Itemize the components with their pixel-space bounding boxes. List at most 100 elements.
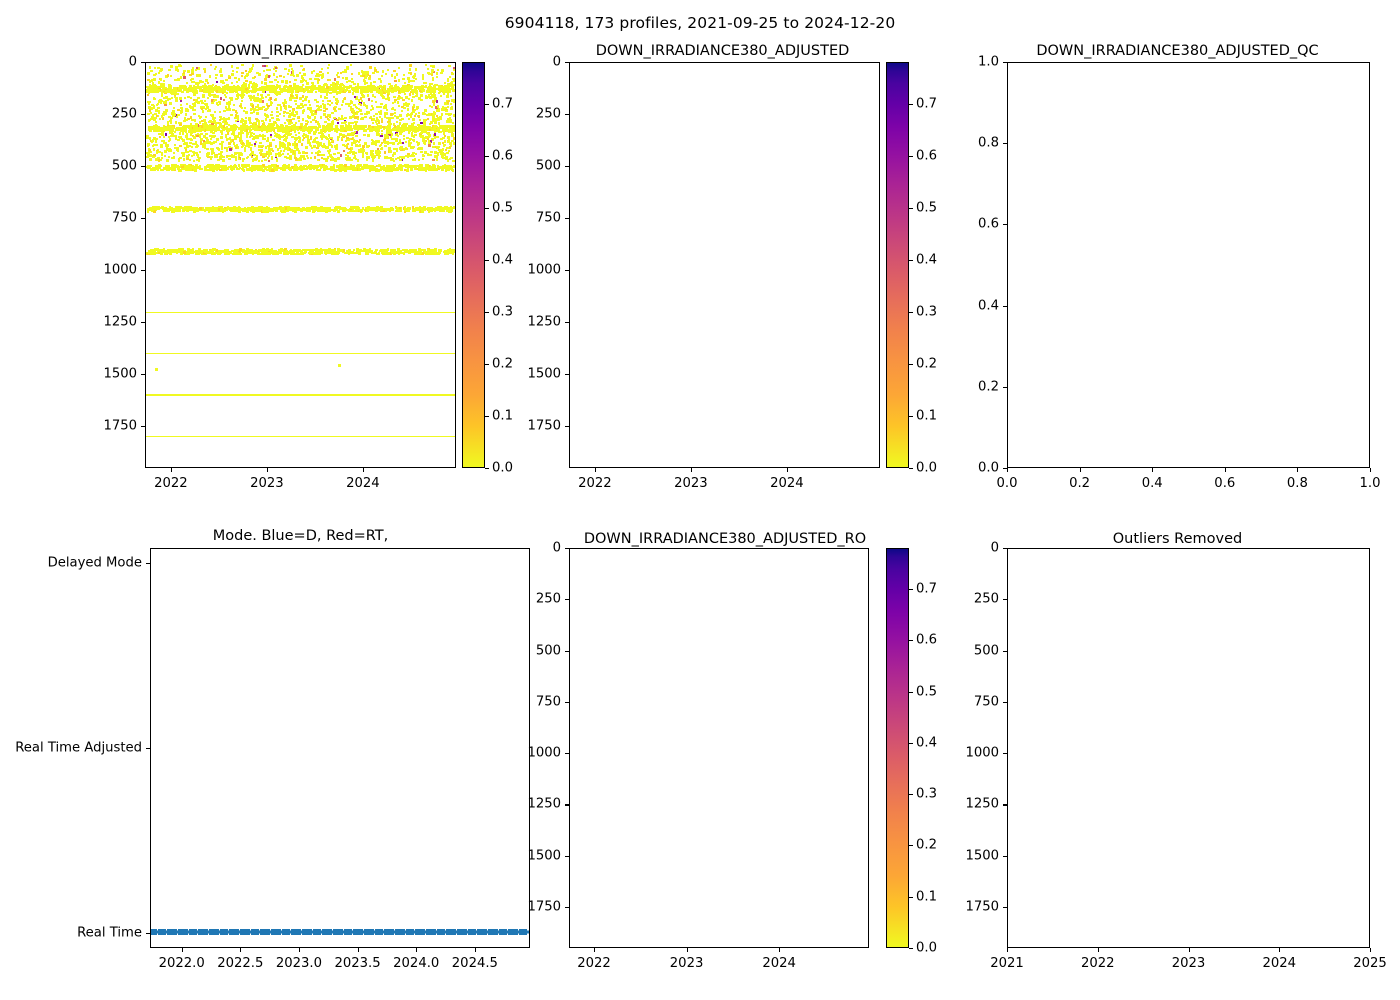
data-point: [449, 102, 453, 105]
plot-area-down-irradiance380[interactable]: [145, 62, 456, 468]
data-point: [177, 168, 181, 172]
data-point: [212, 169, 215, 172]
data-point: [214, 140, 217, 144]
data-point: [294, 146, 297, 149]
data-point: [412, 118, 415, 121]
data-point: [159, 168, 163, 172]
data-point: [371, 93, 375, 97]
data-point: [149, 128, 152, 131]
data-point: [313, 116, 317, 119]
data-point: [220, 74, 223, 77]
data-point: [269, 133, 273, 136]
data-point: [289, 133, 292, 137]
data-point: [300, 80, 303, 83]
data-point: [215, 85, 219, 89]
data-point: [363, 103, 366, 107]
data-point: [220, 143, 224, 146]
data-point: [292, 143, 295, 146]
data-point: [149, 150, 152, 154]
data-point: [175, 99, 178, 103]
data-point: [276, 115, 279, 118]
data-point: [440, 137, 443, 141]
data-point: [395, 208, 399, 211]
data-point: [146, 85, 150, 89]
data-point: [366, 111, 369, 114]
data-point: [438, 142, 441, 145]
data-point: [229, 113, 233, 117]
data-point: [413, 72, 417, 76]
data-point: [356, 117, 359, 120]
data-point: [343, 168, 347, 172]
data-point: [276, 107, 279, 110]
data-point: [236, 151, 239, 155]
data-point: [262, 123, 265, 126]
data-point: [151, 107, 154, 110]
data-point: [213, 110, 216, 114]
data-point: [382, 106, 385, 109]
data-point: [241, 144, 245, 148]
data-point: [247, 164, 251, 168]
data-point: [287, 131, 290, 135]
data-point: [174, 134, 177, 138]
data-point: [280, 142, 283, 146]
data-point: [258, 145, 261, 148]
data-point: [155, 158, 158, 161]
data-point: [160, 143, 163, 147]
data-point: [211, 99, 214, 102]
data-point: [241, 141, 244, 145]
data-point: [225, 155, 229, 159]
data-point: [263, 112, 267, 115]
data-point: [245, 144, 248, 148]
data-point: [397, 126, 401, 130]
data-point: [196, 153, 199, 156]
data-point: [327, 118, 331, 121]
data-point: [266, 103, 269, 106]
data-point: [298, 137, 302, 140]
data-point: [210, 63, 213, 67]
data-point: [200, 138, 203, 141]
data-point: [286, 72, 290, 76]
data-point: [327, 146, 330, 149]
data-point: [244, 121, 247, 124]
data-point: [433, 90, 437, 94]
data-point: [404, 165, 408, 168]
data-point: [152, 104, 156, 108]
data-point: [179, 156, 182, 160]
data-point: [301, 100, 305, 103]
data-point: [422, 154, 425, 157]
data-point: [386, 131, 389, 135]
data-point: [339, 133, 342, 136]
data-point: [336, 209, 340, 213]
data-point: [441, 69, 444, 73]
data-point: [228, 108, 231, 111]
data-point: [343, 97, 347, 100]
data-point: [288, 122, 291, 125]
data-point: [436, 110, 439, 113]
data-point: [267, 154, 271, 157]
data-point: [266, 115, 269, 118]
data-point: [401, 85, 405, 88]
data-point: [152, 148, 156, 152]
data-point: [195, 82, 198, 85]
data-point: [195, 145, 198, 149]
data-point: [187, 153, 191, 157]
data-point: [201, 101, 204, 105]
data-point: [207, 120, 211, 124]
data-point: [252, 137, 255, 140]
data-point: [362, 145, 365, 148]
data-point: [146, 100, 150, 104]
data-point: [388, 146, 391, 149]
data-point: [364, 115, 367, 119]
data-point: [317, 79, 321, 82]
data-point: [297, 105, 300, 108]
data-point: [188, 145, 191, 148]
data-point: [344, 164, 347, 167]
data-point: [161, 206, 164, 209]
data-point: [374, 144, 378, 147]
data-point: [275, 152, 278, 155]
data-point: [185, 142, 188, 145]
data-point: [161, 133, 164, 137]
data-point: [230, 128, 233, 132]
data-point: [196, 155, 200, 159]
data-point: [367, 77, 370, 80]
